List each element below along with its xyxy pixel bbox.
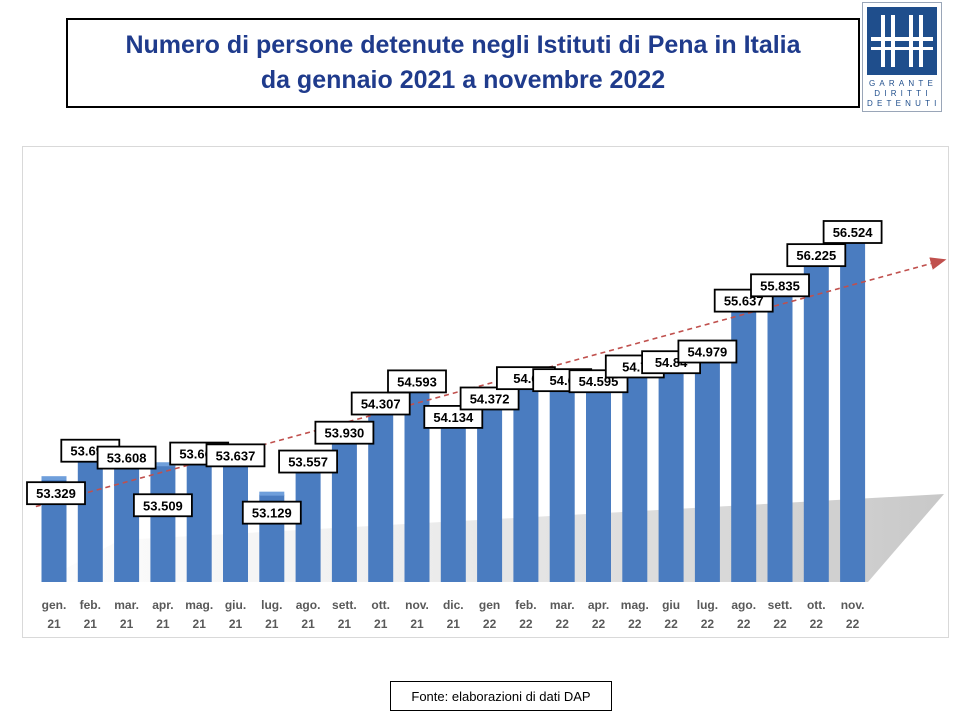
source-note: Fonte: elaborazioni di dati DAP [390,681,612,711]
logo-text-line-3: DETENUTI [867,99,941,108]
garante-logo: GARANTE DIRITTI DETENUTI [862,2,942,112]
chart-title-line-2: da gennaio 2021 a novembre 2022 [260,66,666,94]
chart-title-box: Numero di persone detenute negli Istitut… [66,18,860,108]
garante-logo-mark [867,7,937,75]
chart-title-line-1: Numero di persone detenute negli Istitut… [125,31,801,59]
logo-text-line-1: GARANTE [868,79,938,88]
logo-text-line-2: DIRITTI [874,89,932,98]
chart-frame [22,146,949,638]
